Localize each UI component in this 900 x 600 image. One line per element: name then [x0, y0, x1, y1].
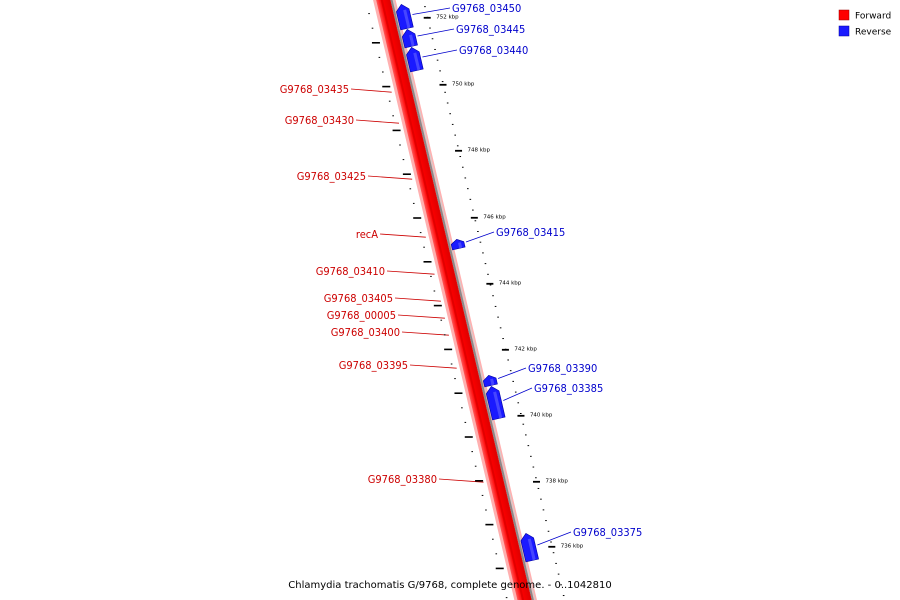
- legend-swatch-reverse: [838, 25, 850, 37]
- forward-gene-leader: [355, 119, 400, 124]
- forward-strand-core: [378, 0, 527, 600]
- forward-gene-leader: [409, 364, 457, 369]
- reverse-gene-shine: [490, 378, 495, 386]
- forward-gene-label[interactable]: G9768_03405: [324, 292, 393, 305]
- backbone-line: [387, 0, 536, 600]
- forward-gene-leader: [394, 297, 441, 302]
- scale-tick-label: 750 kbp: [452, 81, 475, 87]
- forward-gene-leader: [397, 314, 445, 319]
- reverse-gene-label[interactable]: G9768_03390: [528, 362, 597, 375]
- forward-gene-leader: [438, 478, 484, 483]
- scale-tick-label: 748 kbp: [468, 147, 491, 153]
- reverse-gene-block[interactable]: [450, 239, 466, 251]
- forward-gene-label[interactable]: G9768_03430: [285, 114, 354, 127]
- forward-gene-label[interactable]: G9768_03395: [339, 359, 408, 372]
- reverse-gene-leader: [422, 49, 458, 58]
- gene-label-layer: G9768_03435 G9768_03430 G9768_03425 recA G97…: [280, 2, 642, 546]
- reverse-gene-shine: [527, 538, 536, 561]
- forward-gene-label[interactable]: G9768_00005: [327, 309, 396, 322]
- forward-gene-label[interactable]: G9768_03410: [316, 265, 385, 278]
- reverse-gene-leader: [498, 367, 527, 379]
- scale-tick-label: 752 kbp: [436, 14, 459, 20]
- reverse-gene-label[interactable]: G9768_03375: [573, 526, 642, 539]
- reverse-gene-shine: [458, 242, 463, 249]
- reverse-gene-label[interactable]: G9768_03445: [456, 23, 525, 36]
- forward-strand-bar: [374, 0, 534, 600]
- backbone-shadow: [390, 0, 538, 600]
- scale-tick-label: 746 kbp: [483, 214, 506, 220]
- scale-tick-label: 738 kbp: [545, 478, 568, 484]
- forward-gene-leader: [386, 270, 435, 275]
- reverse-gene-leader: [412, 7, 451, 15]
- legend-label-reverse: Reverse: [855, 28, 892, 38]
- reverse-gene-label[interactable]: G9768_03385: [534, 382, 603, 395]
- forward-gene-leader: [367, 175, 413, 180]
- reverse-gene-label[interactable]: G9768_03450: [452, 2, 521, 15]
- reverse-gene-shine: [493, 391, 503, 419]
- reverse-gene-block[interactable]: [482, 375, 498, 388]
- forward-gene-label[interactable]: G9768_03435: [280, 83, 349, 96]
- forward-gene-label[interactable]: G9768_03425: [297, 170, 366, 183]
- legend: Forward Reverse: [838, 9, 892, 38]
- genome-track: [371, 0, 539, 600]
- scale-tick-label: 744 kbp: [499, 280, 522, 286]
- reverse-gene-leader: [417, 28, 455, 37]
- reverse-gene-leader: [465, 231, 495, 243]
- forward-gene-leader: [401, 331, 449, 336]
- reverse-gene-shine: [403, 9, 411, 29]
- reverse-gene-block[interactable]: [401, 29, 418, 49]
- genome-caption: Chlamydia trachomatis G/9768, complete g…: [288, 580, 611, 591]
- reverse-gene-label[interactable]: G9768_03415: [496, 226, 565, 239]
- reverse-gene-leader: [503, 387, 533, 401]
- legend-swatch-forward: [838, 9, 850, 21]
- scale-tick-label: 740 kbp: [530, 412, 553, 418]
- forward-gene-label[interactable]: recA: [356, 228, 378, 241]
- forward-gene-label[interactable]: G9768_03400: [331, 326, 400, 339]
- forward-gene-label[interactable]: G9768_03380: [368, 473, 437, 486]
- forward-gene-leader: [379, 233, 426, 238]
- scale-tick-label: 736 kbp: [561, 543, 584, 549]
- reverse-gene-label[interactable]: G9768_03440: [459, 44, 528, 57]
- reverse-gene-shine: [409, 34, 415, 47]
- reverse-gene-shine: [413, 52, 421, 71]
- scale-tick-label: 742 kbp: [514, 346, 537, 352]
- forward-gene-leader: [350, 88, 392, 93]
- legend-label-forward: Forward: [855, 12, 891, 22]
- reverse-gene-leader: [537, 531, 572, 546]
